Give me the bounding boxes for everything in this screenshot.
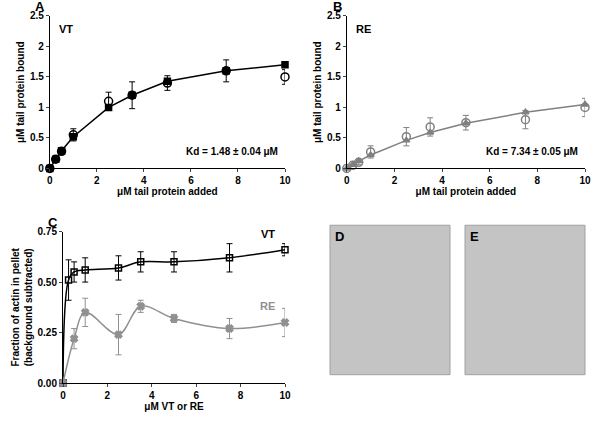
svg-text:μM tail protein added: μM tail protein added	[117, 186, 218, 197]
svg-text:B: B	[333, 0, 342, 14]
svg-text:VT: VT	[261, 228, 275, 240]
svg-text:4: 4	[439, 175, 445, 186]
svg-text:1: 1	[335, 102, 341, 113]
svg-text:μM tail protein bound: μM tail protein bound	[15, 41, 26, 143]
svg-text:0.50: 0.50	[38, 277, 58, 288]
svg-text:8: 8	[238, 390, 244, 401]
svg-text:0.5: 0.5	[327, 132, 341, 143]
svg-text:2.5: 2.5	[327, 10, 341, 21]
svg-text:10: 10	[279, 175, 291, 186]
svg-text:RE: RE	[260, 300, 275, 312]
svg-text:VT: VT	[59, 23, 73, 35]
svg-text:0.5: 0.5	[30, 132, 44, 143]
svg-text:6: 6	[487, 175, 493, 186]
svg-text:10: 10	[279, 390, 291, 401]
svg-text:8: 8	[535, 175, 541, 186]
svg-text:4: 4	[141, 175, 147, 186]
svg-text:0.25: 0.25	[38, 327, 58, 338]
svg-text:μM tail protein bound: μM tail protein bound	[312, 41, 323, 143]
svg-text:2: 2	[105, 390, 111, 401]
svg-text:Fraction of actin in pellet(ba: Fraction of actin in pellet(background s…	[10, 247, 34, 366]
svg-text:4: 4	[149, 390, 155, 401]
svg-text:2: 2	[38, 41, 44, 52]
svg-text:1: 1	[38, 102, 44, 113]
svg-text:0: 0	[344, 175, 350, 186]
svg-text:μM VT or RE: μM VT or RE	[144, 401, 204, 412]
svg-text:8: 8	[235, 175, 241, 186]
svg-text:Kd = 1.48 ± 0.04 μM: Kd = 1.48 ± 0.04 μM	[186, 146, 278, 157]
svg-text:6: 6	[188, 175, 194, 186]
svg-text:RE: RE	[356, 23, 371, 35]
svg-text:0: 0	[60, 390, 66, 401]
svg-text:C: C	[48, 215, 58, 230]
svg-text:6: 6	[193, 390, 199, 401]
svg-text:μM tail protein added: μM tail protein added	[416, 186, 517, 197]
svg-text:1.5: 1.5	[30, 71, 44, 82]
svg-text:0: 0	[47, 175, 53, 186]
svg-text:Kd = 7.34 ± 0.05 μM: Kd = 7.34 ± 0.05 μM	[486, 146, 578, 157]
svg-text:2: 2	[335, 41, 341, 52]
svg-text:2.5: 2.5	[30, 10, 44, 21]
svg-text:2: 2	[392, 175, 398, 186]
svg-text:2: 2	[94, 175, 100, 186]
svg-text:1.5: 1.5	[327, 71, 341, 82]
svg-text:0.75: 0.75	[38, 226, 58, 237]
svg-text:0.00: 0.00	[38, 378, 58, 389]
svg-text:D: D	[335, 229, 344, 244]
svg-text:0: 0	[335, 163, 341, 174]
svg-text:A: A	[35, 0, 45, 14]
svg-text:E: E	[470, 229, 479, 244]
svg-text:10: 10	[579, 175, 591, 186]
svg-text:0: 0	[38, 163, 44, 174]
